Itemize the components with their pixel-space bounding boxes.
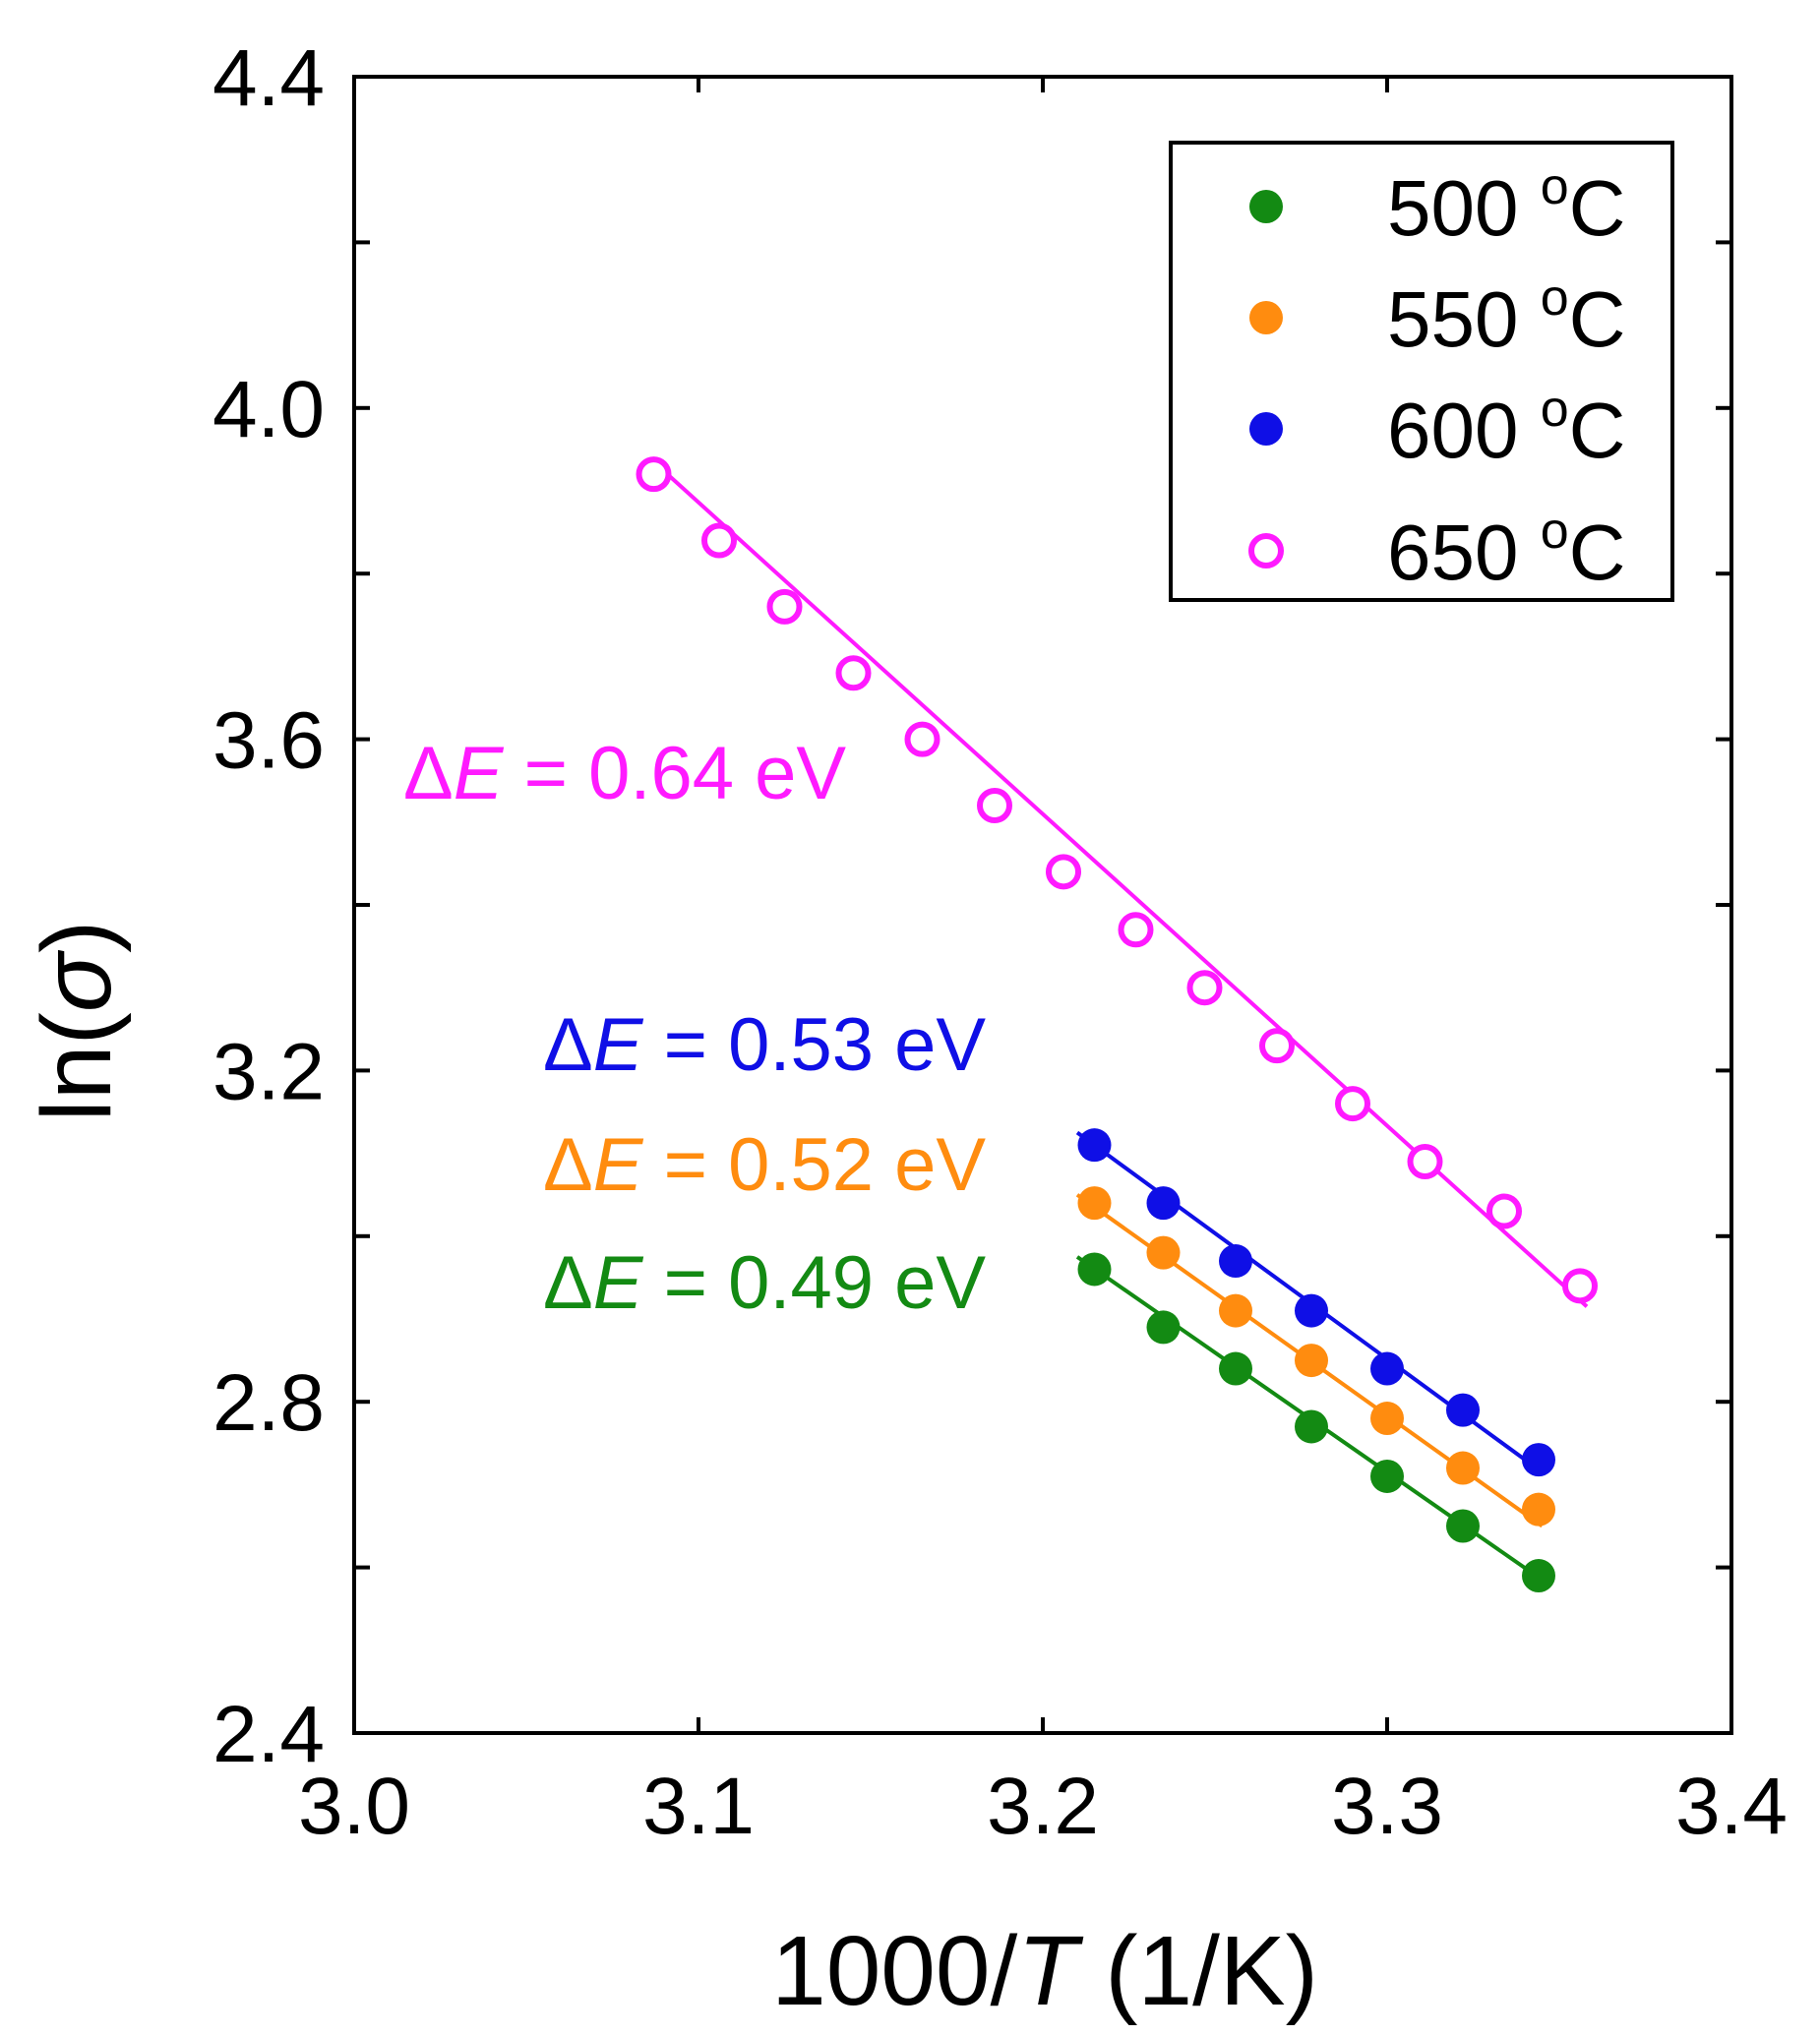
activation-energy-label-2: ΔE = 0.53 eV bbox=[543, 1003, 986, 1087]
data-point-series-3 bbox=[1335, 1086, 1370, 1122]
legend-label-2: 600 oC bbox=[1387, 381, 1625, 474]
x-tick-label: 3.3 bbox=[1331, 1762, 1443, 1851]
x-tick-label: 3.2 bbox=[987, 1762, 1099, 1851]
data-point-series-2 bbox=[1219, 1244, 1252, 1279]
data-point-series-3 bbox=[766, 588, 803, 625]
data-point-series-3 bbox=[1186, 970, 1223, 1006]
data-point-series-3 bbox=[835, 655, 872, 691]
legend-label-1: 550 oC bbox=[1387, 269, 1625, 363]
data-point-series-3 bbox=[636, 456, 672, 493]
data-point-series-0 bbox=[1295, 1409, 1328, 1444]
activation-energy-labels: ΔE = 0.49 eV ΔE = 0.52 eV ΔE = 0.53 eV ΔE =… bbox=[403, 732, 986, 1325]
legend-marker-0 bbox=[1249, 190, 1283, 223]
y-tick-label: 4.0 bbox=[212, 365, 325, 454]
legend-marker-1 bbox=[1249, 301, 1283, 334]
y-axis-label: ln(σ) bbox=[22, 921, 132, 1122]
data-point-series-0 bbox=[1146, 1310, 1181, 1345]
activation-energy-label-3: ΔE = 0.64 eV bbox=[403, 732, 846, 815]
data-point-series-3 bbox=[1486, 1193, 1522, 1229]
y-tick-label: 3.2 bbox=[212, 1027, 325, 1116]
data-point-series-2 bbox=[1446, 1393, 1480, 1427]
data-point-series-3 bbox=[1407, 1144, 1443, 1180]
data-point-series-1 bbox=[1446, 1451, 1480, 1485]
x-tick-label: 3.1 bbox=[642, 1762, 755, 1851]
data-point-series-2 bbox=[1522, 1443, 1555, 1477]
data-points-layer bbox=[636, 456, 1598, 1593]
data-point-series-3 bbox=[904, 721, 940, 757]
legend-marker-3 bbox=[1248, 533, 1284, 569]
data-point-series-1 bbox=[1370, 1402, 1404, 1436]
data-point-series-3 bbox=[701, 522, 737, 559]
axis-ticks-layer: 3.0 3.1 3.2 3.3 3.4 2.4 2.8 3.2 3.6 4.0 4.4 bbox=[212, 33, 1788, 1851]
data-point-series-2 bbox=[1146, 1186, 1181, 1221]
data-point-series-0 bbox=[1077, 1252, 1112, 1287]
data-point-series-3 bbox=[977, 787, 1012, 823]
data-point-series-1 bbox=[1219, 1293, 1252, 1328]
data-point-series-3 bbox=[1046, 854, 1081, 890]
legend-label-0: 500 oC bbox=[1387, 158, 1625, 252]
activation-energy-label-1: ΔE = 0.52 eV bbox=[543, 1123, 986, 1207]
data-point-series-2 bbox=[1370, 1351, 1404, 1386]
legend-label-3: 650 oC bbox=[1387, 503, 1625, 596]
x-axis-label: 1000/T (1/K) bbox=[771, 1916, 1318, 2026]
data-point-series-2 bbox=[1295, 1293, 1328, 1328]
data-point-series-0 bbox=[1446, 1509, 1480, 1543]
legend-marker-2 bbox=[1249, 412, 1283, 446]
data-point-series-1 bbox=[1077, 1186, 1112, 1221]
x-tick-label: 3.0 bbox=[298, 1762, 410, 1851]
activation-energy-label-0: ΔE = 0.49 eV bbox=[543, 1241, 986, 1325]
legend: 500 oC 550 oC 600 oC 650 oC bbox=[1169, 141, 1674, 602]
y-tick-label: 2.4 bbox=[212, 1690, 325, 1779]
data-point-series-3 bbox=[1118, 912, 1154, 948]
data-point-series-2 bbox=[1077, 1128, 1112, 1163]
data-point-series-0 bbox=[1219, 1351, 1252, 1386]
data-point-series-0 bbox=[1370, 1459, 1404, 1493]
y-tick-label: 2.8 bbox=[212, 1358, 325, 1448]
data-point-series-0 bbox=[1522, 1559, 1555, 1593]
data-point-series-1 bbox=[1146, 1235, 1181, 1270]
x-tick-label: 3.4 bbox=[1675, 1762, 1788, 1851]
data-point-series-1 bbox=[1295, 1344, 1328, 1378]
data-point-series-1 bbox=[1522, 1492, 1555, 1527]
data-point-series-3 bbox=[1259, 1028, 1295, 1064]
y-tick-label: 4.4 bbox=[212, 33, 325, 123]
legend-box bbox=[1169, 141, 1674, 602]
y-tick-label: 3.6 bbox=[212, 696, 325, 786]
data-point-series-3 bbox=[1562, 1268, 1598, 1304]
